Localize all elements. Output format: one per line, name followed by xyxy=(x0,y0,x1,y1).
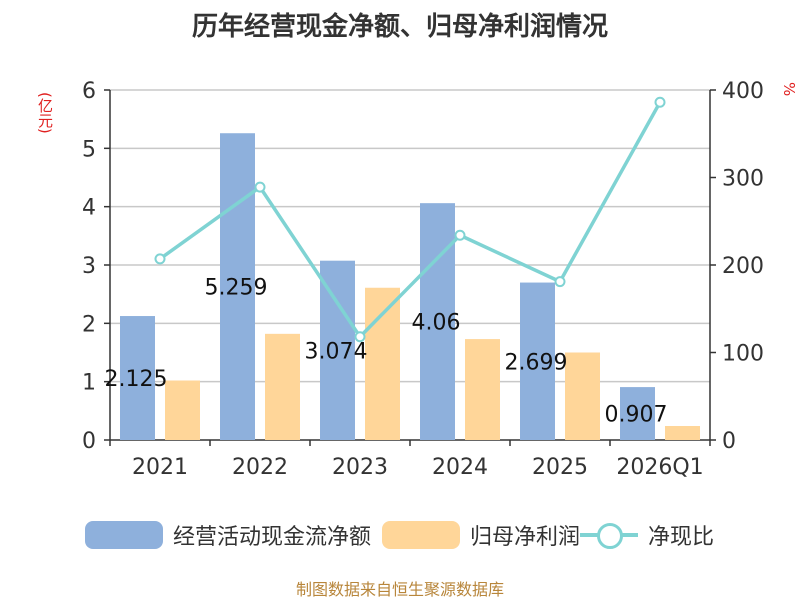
left-tick-label: 1 xyxy=(82,371,96,396)
legend-label-netprofit: 归母净利润 xyxy=(470,525,581,550)
bar-netprofit xyxy=(365,287,400,440)
ratio-point xyxy=(354,331,366,343)
x-tick-label: 2021 xyxy=(132,455,188,480)
x-tick-label: 2024 xyxy=(432,455,488,480)
x-tick-label: 2025 xyxy=(532,455,588,480)
combo-chart: 0 1 2 3 4 5 6 0 100 200 300 400 2021 2022 2023 2024 2025… xyxy=(82,79,764,480)
ratio-point xyxy=(554,276,566,288)
data-label-cashflow: 0.907 xyxy=(605,403,668,428)
left-tick-label: 4 xyxy=(82,196,96,221)
legend-item-cashflow[interactable]: 经营活动现金流净额 xyxy=(85,517,371,553)
bar-netprofit xyxy=(265,333,300,440)
bar-cashflow xyxy=(520,282,555,440)
data-label-cashflow: 5.259 xyxy=(205,276,268,301)
bar-cashflow xyxy=(420,203,455,440)
bar-netprofit xyxy=(165,380,200,440)
data-label-cashflow: 4.06 xyxy=(412,311,461,336)
left-tick-label: 0 xyxy=(82,429,96,454)
bar-netprofit xyxy=(565,352,600,440)
x-tick-label: 2023 xyxy=(332,455,388,480)
ratio-point xyxy=(454,229,466,241)
ratio-point xyxy=(154,253,166,265)
legend-item-netprofit[interactable]: 归母净利润 xyxy=(382,517,580,553)
bar-netprofit xyxy=(465,339,500,440)
legend-label-cashflow: 经营活动现金流净额 xyxy=(173,525,372,550)
right-tick-label: 200 xyxy=(722,254,764,279)
x-tick-label: 2026Q1 xyxy=(616,455,703,480)
left-tick-label: 2 xyxy=(82,312,96,337)
left-axis-unit: (亿元) xyxy=(36,92,54,134)
bar-cashflow xyxy=(120,316,155,440)
ratio-line xyxy=(158,101,662,339)
right-tick-label: 0 xyxy=(722,429,736,454)
right-tick-label: 100 xyxy=(722,342,764,367)
legend-swatch-ratio xyxy=(580,521,638,549)
bar-cashflow xyxy=(320,260,355,440)
legend-label-ratio: 净现比 xyxy=(648,525,715,550)
legend-item-ratio[interactable]: 净现比 xyxy=(580,517,714,553)
data-label-cashflow: 2.125 xyxy=(105,367,168,392)
left-tick-label: 5 xyxy=(82,137,96,162)
right-axis-unit: % xyxy=(780,82,798,97)
ratio-point xyxy=(654,96,666,108)
chart-title: 历年经营现金净额、归母净利润情况 xyxy=(191,12,608,42)
x-tick-label: 2022 xyxy=(232,455,288,480)
legend-swatch-netprofit xyxy=(382,521,460,549)
data-label-cashflow: 2.699 xyxy=(505,350,568,375)
legend: 经营活动现金流净额 归母净利润 净现比 xyxy=(0,517,800,553)
left-tick-label: 3 xyxy=(82,254,96,279)
bar-cashflow xyxy=(220,133,255,440)
source-note: 制图数据来自恒生聚源数据库 xyxy=(295,580,504,599)
right-tick-label: 300 xyxy=(722,167,764,192)
right-tick-label: 400 xyxy=(722,79,764,104)
data-label-cashflow: 3.074 xyxy=(305,339,368,364)
bar-cashflow xyxy=(620,387,655,440)
bar-netprofit xyxy=(665,426,700,440)
legend-swatch-cashflow xyxy=(85,521,163,549)
ratio-point xyxy=(254,181,266,193)
left-tick-label: 6 xyxy=(82,79,96,104)
